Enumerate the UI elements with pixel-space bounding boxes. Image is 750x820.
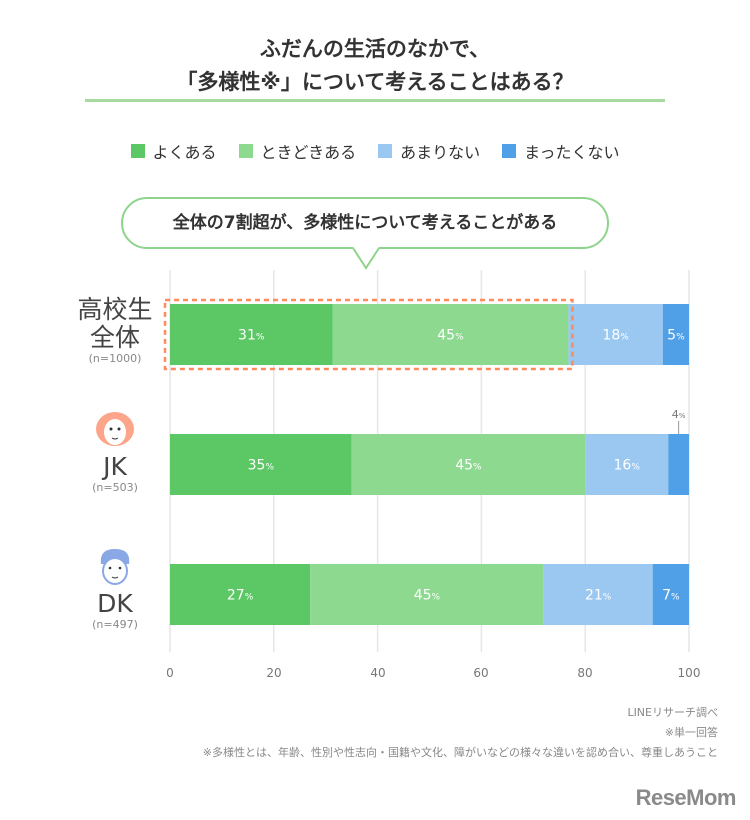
x-tick-label: 100 xyxy=(677,666,701,680)
bar-segment xyxy=(585,434,669,495)
row-label-total: 高校生 全体 (n=1000) xyxy=(55,295,175,366)
legend-label: あまりない xyxy=(400,143,481,162)
bar-segment xyxy=(652,564,689,625)
title-underline xyxy=(85,99,665,102)
bar-segment xyxy=(310,564,544,625)
source-note: LINEリサーチ調べ xyxy=(627,706,718,719)
x-tick-label: 60 xyxy=(473,666,489,680)
legend-item: まったくない xyxy=(502,139,619,163)
bar-segment xyxy=(170,304,333,365)
row-n: (n=1000) xyxy=(88,352,142,365)
data-label: 4% xyxy=(672,408,686,421)
x-tick-label: 20 xyxy=(266,666,282,680)
bar-segment xyxy=(170,434,352,495)
bar-segment xyxy=(351,434,586,495)
row-n: (n=503) xyxy=(92,481,138,494)
legend-item: あまりない xyxy=(378,139,480,163)
row-label-dk: DK (n=497) xyxy=(55,546,175,631)
legend-swatch xyxy=(378,144,393,158)
legend-item: ときどきある xyxy=(238,139,357,163)
bar-segment xyxy=(668,434,689,495)
legend-label: ときどきある xyxy=(260,143,357,162)
girl-face-icon xyxy=(96,412,134,446)
title-line-1: ふだんの生活のなかで、 xyxy=(259,37,491,61)
legend-item: よくある xyxy=(130,139,217,163)
callout-bubble: 全体の7割超が、多様性について考えることがある xyxy=(121,197,609,249)
resemom-logo: ReseMom xyxy=(635,785,737,810)
x-tick-label: 0 xyxy=(166,666,174,680)
row-n: (n=497) xyxy=(92,618,138,631)
x-tick-label: 80 xyxy=(577,666,593,680)
bar-segment xyxy=(568,304,663,365)
bar-segment xyxy=(170,564,311,625)
bar-segment xyxy=(662,304,689,365)
x-tick-label: 40 xyxy=(370,666,386,680)
callout-tail xyxy=(352,247,380,270)
legend-swatch xyxy=(238,144,253,158)
row-label-line: JK xyxy=(103,452,127,481)
row-label-line: 全体 xyxy=(89,323,140,352)
title-line-2: 「多様性※」について考えることはある？ xyxy=(176,70,574,94)
boy-face-icon xyxy=(100,549,130,585)
row-label-line: 高校生 xyxy=(77,295,153,324)
legend-label: まったくない xyxy=(524,143,620,162)
legend-label: よくある xyxy=(152,143,217,162)
bar-segment xyxy=(543,564,653,625)
legend-swatch xyxy=(502,144,517,158)
legend: よくある ときどきある あまりない まったくない xyxy=(0,139,750,163)
answer-note: ※単一回答 xyxy=(664,726,718,739)
row-label-line: DK xyxy=(97,589,133,618)
row-label-jk: JK (n=503) xyxy=(55,411,175,494)
highlight-box xyxy=(163,298,574,371)
legend-swatch xyxy=(130,144,145,158)
definition-note: ※多様性とは、年齢、性別や性志向・国籍や文化、障がいなどの様々な違いを認め合い、… xyxy=(202,746,718,759)
bar-segment xyxy=(332,304,569,365)
